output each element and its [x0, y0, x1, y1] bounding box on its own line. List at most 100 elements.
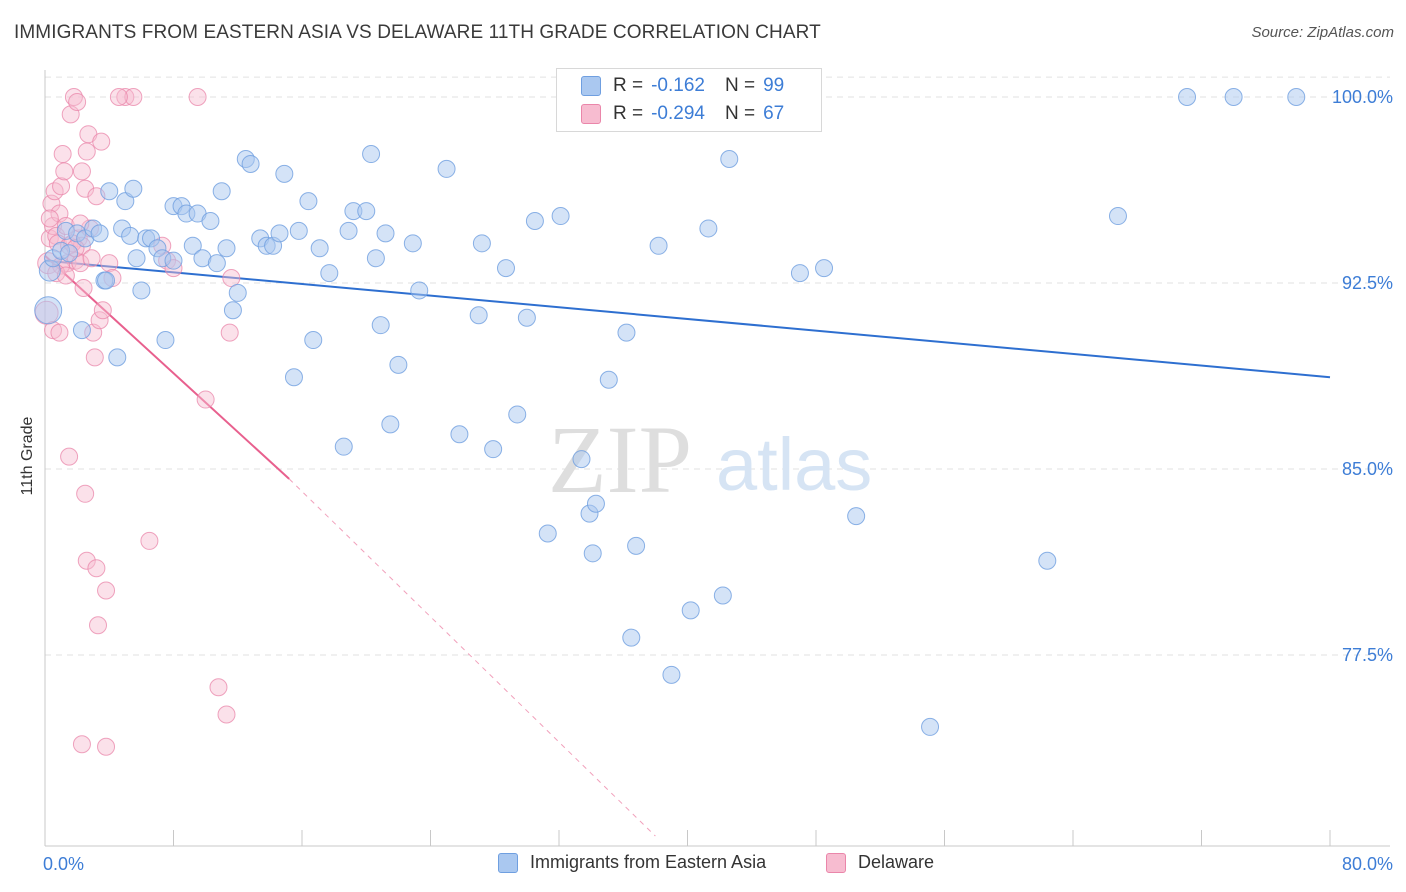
eastern-asia-point: [847, 507, 866, 526]
eastern-asia-point: [100, 182, 119, 201]
eastern-asia-point: [662, 665, 681, 684]
stats-row-delaware: R = -0.294 N = 67: [581, 101, 784, 127]
delaware-point: [217, 705, 236, 724]
eastern-asia-point: [127, 249, 146, 268]
delaware-point: [97, 737, 116, 756]
eastern-asia-trend-line: [44, 259, 1331, 379]
y-tick-label: 85.0%: [1342, 459, 1393, 479]
delaware-point: [82, 249, 101, 268]
eastern-asia-point: [97, 271, 116, 290]
watermark-atlas: atlas: [716, 423, 872, 506]
delaware-point: [100, 254, 119, 273]
n-label: N =: [724, 103, 756, 124]
eastern-asia-point: [366, 249, 385, 268]
eastern-asia-swatch: [498, 852, 518, 873]
eastern-asia-point: [599, 370, 618, 389]
r-value: -0.162: [651, 75, 705, 96]
eastern-asia-point: [699, 219, 718, 238]
delaware-point: [72, 162, 91, 181]
delaware-point: [97, 581, 116, 600]
eastern-asia-point: [583, 544, 602, 563]
delaware-point: [220, 323, 239, 342]
eastern-asia-point: [362, 145, 381, 164]
delaware-point: [53, 145, 72, 164]
delaware-point: [140, 531, 159, 550]
eastern-asia-point: [381, 415, 400, 434]
delaware-point: [74, 278, 93, 297]
eastern-asia-point: [289, 221, 308, 240]
delaware-point: [60, 447, 79, 466]
delaware-point: [196, 390, 215, 409]
eastern-asia-point: [183, 236, 202, 255]
delaware-point: [76, 484, 95, 503]
delaware-trend-extension: [288, 478, 656, 837]
tick-labels: 77.5% 85.0% 92.5% 100.0% 0.0% 80.0%: [43, 87, 1393, 874]
eastern-asia-point: [90, 224, 109, 243]
eastern-asia-point: [156, 331, 175, 350]
eastern-asia-point: [212, 182, 231, 201]
eastern-asia-point: [713, 586, 732, 605]
eastern-asia-point: [450, 425, 469, 444]
eastern-asia-point: [228, 283, 247, 302]
eastern-asia-point: [538, 524, 557, 543]
trend-lines: [44, 254, 1331, 837]
delaware-point: [64, 88, 83, 106]
delaware-point: [93, 301, 112, 320]
delaware-point: [50, 323, 69, 342]
legend-label-delaware: Delaware: [858, 852, 935, 872]
eastern-asia-point: [484, 440, 503, 459]
eastern-asia-point: [275, 164, 294, 183]
eastern-asia-point: [72, 321, 91, 340]
eastern-asia-point: [371, 316, 390, 335]
eastern-asia-point: [334, 437, 353, 456]
eastern-asia-swatch: [581, 76, 601, 96]
delaware-point: [55, 162, 74, 181]
delaware-point: [85, 348, 104, 367]
delaware-point: [87, 559, 106, 578]
eastern-asia-point: [217, 239, 236, 258]
eastern-asia-point: [299, 192, 318, 211]
eastern-asia-point: [34, 296, 63, 325]
eastern-asia-point: [1287, 88, 1306, 106]
eastern-asia-point: [469, 306, 488, 325]
r-label: R =: [613, 103, 644, 124]
stats-legend: R = -0.162 N = 99 R = -0.294 N = 67: [556, 68, 822, 132]
delaware-point: [222, 269, 241, 288]
stats-row-eastern-asia: R = -0.162 N = 99: [581, 73, 784, 99]
delaware-point: [52, 177, 71, 196]
eastern-asia-point: [270, 224, 289, 243]
delaware-point: [209, 678, 228, 697]
eastern-asia-point: [586, 494, 605, 513]
eastern-asia-point: [627, 536, 646, 555]
delaware-swatch: [826, 852, 846, 873]
eastern-asia-point: [472, 234, 491, 253]
eastern-asia-point: [320, 264, 339, 283]
eastern-asia-point: [525, 212, 544, 230]
delaware-point: [109, 88, 128, 106]
eastern-asia-point: [1108, 207, 1127, 226]
delaware-trend-line: [44, 254, 290, 480]
r-label: R =: [613, 75, 644, 96]
legend-label-eastern-asia: Immigrants from Eastern Asia: [530, 852, 767, 872]
eastern-asia-point: [508, 405, 527, 424]
delaware-point: [188, 88, 207, 106]
axes: [44, 70, 1390, 847]
source-label: Source: ZipAtlas.com: [1251, 24, 1394, 41]
delaware-point: [89, 616, 108, 635]
eastern-asia-point: [403, 234, 422, 253]
eastern-asia-point: [815, 259, 834, 278]
eastern-asia-point: [339, 221, 358, 240]
legend-item-delaware[interactable]: Delaware: [826, 852, 934, 873]
eastern-asia-point: [60, 244, 79, 263]
delaware-swatch: [581, 104, 601, 124]
eastern-asia-point: [132, 281, 151, 300]
eastern-asia-point: [389, 355, 408, 374]
eastern-asia-point: [410, 281, 429, 300]
eastern-asia-point: [304, 331, 323, 350]
delaware-point: [77, 551, 96, 570]
r-value: -0.294: [651, 103, 705, 124]
watermark-zip: ZIP: [548, 406, 692, 513]
delaware-point: [90, 311, 109, 330]
legend-item-eastern-asia[interactable]: Immigrants from Eastern Asia: [498, 852, 766, 873]
eastern-asia-point: [1178, 88, 1197, 106]
